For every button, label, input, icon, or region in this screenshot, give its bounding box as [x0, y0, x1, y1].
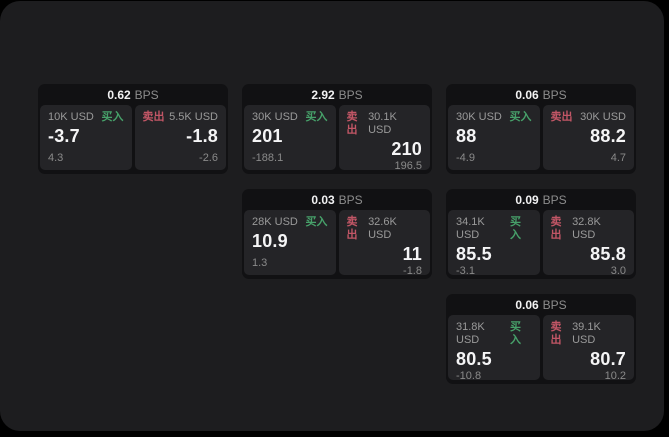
sell-tile[interactable]: 卖出 30.1K USD 210 196.5: [338, 105, 430, 172]
sell-price: 11: [402, 244, 422, 264]
bps-value: 0.06: [515, 297, 539, 312]
bps-unit-label: BPS: [542, 192, 567, 207]
buy-tile[interactable]: 31.8K USD 买入 80.5 -10.8: [448, 315, 540, 382]
buy-delta: 4.3: [48, 152, 64, 164]
bps-header: 0.06 BPS: [448, 294, 634, 315]
sell-amount: 30.1K USD: [368, 111, 397, 136]
buy-price: 201: [252, 126, 283, 146]
sell-delta: -1.8: [403, 265, 422, 277]
bps-header: 0.09 BPS: [448, 189, 634, 210]
sell-delta: 196.5: [394, 160, 422, 172]
bps-header: 0.62 BPS: [40, 84, 226, 105]
buy-tile[interactable]: 28K USD 买入 10.9 1.3: [244, 210, 336, 275]
buy-tile[interactable]: 30K USD 买入 201 -188.1: [244, 105, 336, 170]
sell-tile[interactable]: 卖出 5.5K USD -1.8 -2.6: [134, 105, 226, 170]
buy-side-label: 买入: [509, 216, 521, 241]
buy-amount: 30K USD: [456, 111, 502, 123]
buy-delta: -4.9: [456, 152, 475, 164]
sell-delta: 10.2: [604, 370, 626, 382]
sell-side-label: 卖出: [550, 216, 562, 241]
sell-amount: 32.8K USD: [572, 216, 601, 241]
sell-side-label: 卖出: [550, 111, 573, 123]
sell-side-label: 卖出: [142, 111, 165, 123]
quote-card: 2.92 BPS 30K USD 买入 201 -188.1 卖出 30.1K …: [242, 84, 432, 174]
quote-card: 0.06 BPS 31.8K USD 买入 80.5 -10.8 卖出 39.1…: [446, 294, 636, 384]
buy-side-label: 买入: [509, 111, 532, 123]
sell-price: 210: [391, 139, 422, 159]
buy-delta: -3.1: [456, 265, 475, 277]
sell-tile[interactable]: 卖出 32.8K USD 85.8 3.0: [542, 210, 634, 277]
buy-tile[interactable]: 34.1K USD 买入 85.5 -3.1: [448, 210, 540, 277]
buy-side-label: 买入: [305, 216, 328, 228]
bps-value: 0.06: [515, 87, 539, 102]
quote-card: 0.09 BPS 34.1K USD 买入 85.5 -3.1 卖出 32.8K…: [446, 189, 636, 279]
quote-card: 0.06 BPS 30K USD 买入 88 -4.9 卖出 30K USD: [446, 84, 636, 174]
bps-value: 0.03: [311, 192, 335, 207]
bps-header: 2.92 BPS: [244, 84, 430, 105]
sell-price: 80.7: [590, 349, 626, 369]
buy-delta: -188.1: [252, 152, 284, 164]
quote-card: 0.62 BPS 10K USD 买入 -3.7 4.3 卖出 5.5K USD: [38, 84, 228, 174]
buy-amount: 10K USD: [48, 111, 94, 123]
sell-delta: 4.7: [610, 152, 626, 164]
buy-side-label: 买入: [509, 321, 521, 346]
sell-amount: 39.1K USD: [572, 321, 601, 346]
buy-price: 88: [456, 126, 477, 146]
buy-tile[interactable]: 10K USD 买入 -3.7 4.3: [40, 105, 132, 170]
buy-side-label: 买入: [101, 111, 124, 123]
buy-side-label: 买入: [305, 111, 328, 123]
sell-tile[interactable]: 卖出 32.6K USD 11 -1.8: [338, 210, 430, 277]
buy-price: -3.7: [48, 126, 80, 146]
buy-price: 10.9: [252, 231, 288, 251]
sell-price: -1.8: [186, 126, 218, 146]
sell-tile[interactable]: 卖出 30K USD 88.2 4.7: [542, 105, 634, 170]
sell-price: 88.2: [590, 126, 626, 146]
sell-amount: 32.6K USD: [368, 216, 397, 241]
sell-tile[interactable]: 卖出 39.1K USD 80.7 10.2: [542, 315, 634, 382]
quote-card: 0.03 BPS 28K USD 买入 10.9 1.3 卖出 32.6K US…: [242, 189, 432, 279]
sell-price: 85.8: [590, 244, 626, 264]
buy-price: 85.5: [456, 244, 492, 264]
sell-delta: -2.6: [199, 152, 218, 164]
bps-unit-label: BPS: [338, 87, 363, 102]
bps-unit-label: BPS: [542, 87, 567, 102]
bps-value: 0.09: [515, 192, 539, 207]
sell-side-label: 卖出: [550, 321, 562, 346]
sell-side-label: 卖出: [346, 216, 358, 241]
buy-price: 80.5: [456, 349, 492, 369]
bps-header: 0.03 BPS: [244, 189, 430, 210]
buy-amount: 30K USD: [252, 111, 298, 123]
buy-delta: 1.3: [252, 257, 268, 269]
bps-unit-label: BPS: [542, 297, 567, 312]
quotes-panel: 0.62 BPS 10K USD 买入 -3.7 4.3 卖出 5.5K USD: [0, 1, 664, 431]
buy-delta: -10.8: [456, 370, 482, 382]
bps-unit-label: BPS: [338, 192, 363, 207]
bps-unit-label: BPS: [134, 87, 159, 102]
buy-amount: 34.1K USD: [456, 216, 485, 241]
sell-amount: 30K USD: [580, 111, 626, 123]
buy-amount: 31.8K USD: [456, 321, 485, 346]
sell-delta: 3.0: [610, 265, 626, 277]
bps-value: 2.92: [311, 87, 335, 102]
bps-value: 0.62: [107, 87, 131, 102]
sell-amount: 5.5K USD: [169, 111, 218, 123]
buy-amount: 28K USD: [252, 216, 298, 228]
buy-tile[interactable]: 30K USD 买入 88 -4.9: [448, 105, 540, 170]
sell-side-label: 卖出: [346, 111, 358, 136]
bps-header: 0.06 BPS: [448, 84, 634, 105]
